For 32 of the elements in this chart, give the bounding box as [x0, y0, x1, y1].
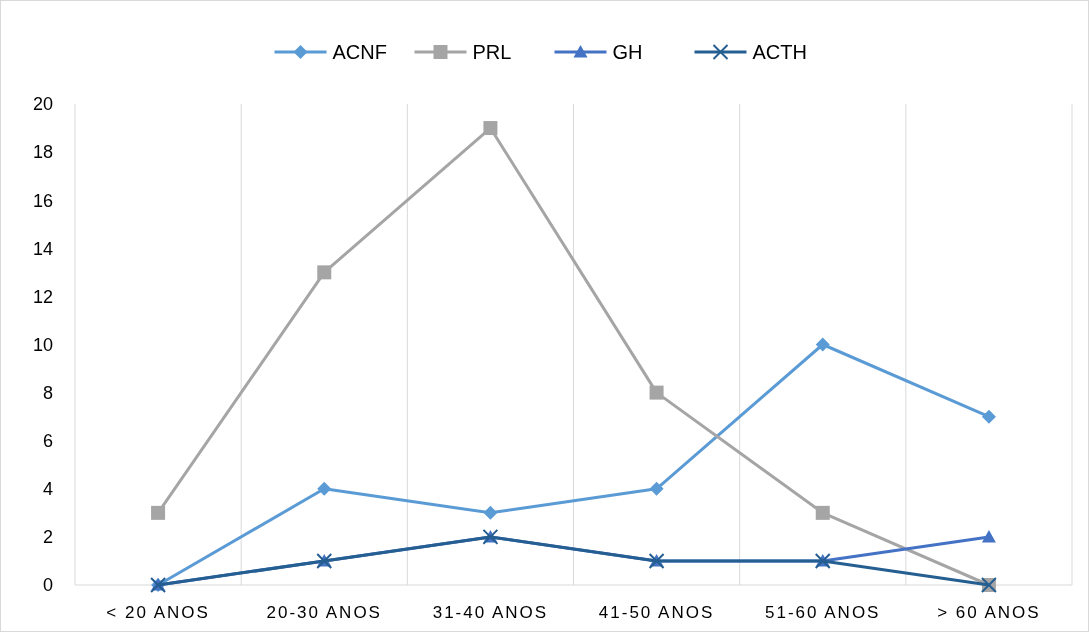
point [483, 121, 498, 136]
point [151, 505, 166, 520]
y-tick-label: 16 [32, 190, 53, 211]
x-tick-label: > 60 ANOS [937, 603, 1041, 622]
point [981, 409, 996, 424]
y-tick-label: 20 [32, 94, 53, 115]
point [317, 265, 332, 280]
point [483, 505, 498, 520]
point [815, 505, 830, 520]
y-tick-label: 6 [42, 431, 53, 451]
y-tick-label: 10 [32, 334, 53, 355]
legend-label: ACTH [752, 41, 807, 63]
x-tick-label: < 20 ANOS [106, 603, 210, 622]
x-tick-label: 31-40 ANOS [432, 603, 549, 622]
y-tick-label: 0 [42, 575, 53, 596]
y-tick-label: 12 [32, 286, 53, 307]
x-tick-label: 20-30 ANOS [266, 603, 382, 622]
y-tick-label: 2 [42, 527, 53, 548]
point [981, 529, 996, 543]
y-tick-label: 18 [32, 142, 53, 163]
point [649, 481, 664, 496]
y-tick-label: 4 [42, 479, 53, 500]
y-tick-label: 8 [42, 382, 53, 403]
x-tick-label: 41-50 ANOS [598, 603, 715, 622]
point [649, 385, 664, 400]
x-tick-label: 51-60 ANOS [765, 603, 881, 622]
legend-label: GH [612, 41, 643, 63]
point [815, 337, 830, 352]
legend-label: ACNF [332, 41, 387, 63]
y-tick-label: 14 [32, 238, 53, 259]
legend-label: PRL [472, 41, 512, 63]
point [317, 481, 332, 496]
